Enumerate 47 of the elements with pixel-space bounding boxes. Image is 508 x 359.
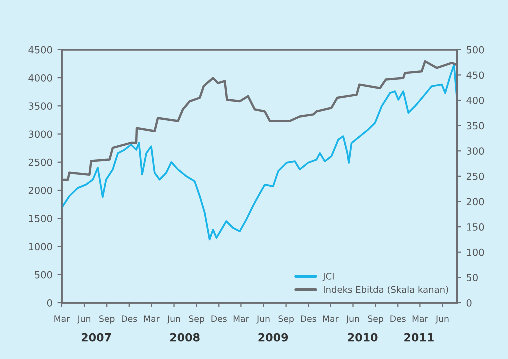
y2-tick-label: 400 [466, 97, 484, 104]
x2-tick-label: 2009 [258, 333, 288, 342]
x-tick-label: Mar [412, 316, 428, 322]
x-tick-label: Jun [436, 316, 449, 324]
line-series [62, 64, 458, 241]
y-tick-label: 1000 [29, 243, 52, 251]
y-tick-label: 500 [35, 271, 52, 279]
y2-tick-label: 500 [466, 46, 484, 54]
x2-tick-label: 2007 [82, 333, 112, 342]
y2-tick-label: 300 [466, 148, 484, 155]
x-tick-label: Des [122, 316, 138, 322]
y-tick-label: 2000 [28, 186, 52, 194]
x-tick-label: Jun [77, 316, 91, 324]
x-tick-label: Sep [189, 316, 204, 324]
x-tick-label: Sep [278, 316, 294, 324]
y-tick-label: 3000 [28, 130, 52, 138]
y2-tick-label: 200 [466, 198, 484, 206]
y-tick-label: 1500 [29, 215, 52, 222]
x-tick-label: Mar [234, 316, 250, 322]
y-tick-label: 0 [47, 299, 52, 307]
y-tick-label: 4500 [28, 46, 52, 54]
x-tick-label: Mar [144, 316, 160, 322]
x-tick-label: Jun [346, 316, 360, 324]
x-tick-label: Mar [54, 316, 70, 322]
x-tick-label: Des [301, 316, 316, 322]
y2-tick-label: 100 [467, 248, 484, 256]
x2-tick-label: 2010 [348, 333, 378, 342]
x-tick-label: Jun [167, 316, 180, 324]
y2-tick-label: 250 [466, 172, 484, 180]
y-tick-label: 3500 [28, 102, 52, 110]
y-tick-label: 2500 [28, 158, 52, 166]
x-tick-label: Des [390, 316, 406, 322]
x2-tick-label: 2008 [170, 333, 200, 342]
y2-tick-label: 150 [467, 224, 484, 231]
y2-tick-label: 450 [466, 72, 484, 80]
x-tick-label: Jun [256, 316, 270, 324]
legend-label: Indeks Ebitda (Skala kanan) [324, 286, 448, 294]
legend-label: JCI [322, 273, 334, 282]
x-tick-label: Des [212, 316, 227, 322]
x2-tick-label: 2011 [404, 333, 434, 342]
y2-tick-label: 50 [466, 274, 478, 282]
x-tick-label: Mar [323, 316, 339, 322]
x-tick-label: Sep [100, 316, 115, 324]
x-tick-label: Sep [368, 316, 384, 324]
y2-tick-label: 350 [466, 122, 484, 130]
y-tick-label: 4000 [28, 74, 52, 82]
y2-tick-label: 0 [466, 299, 472, 307]
